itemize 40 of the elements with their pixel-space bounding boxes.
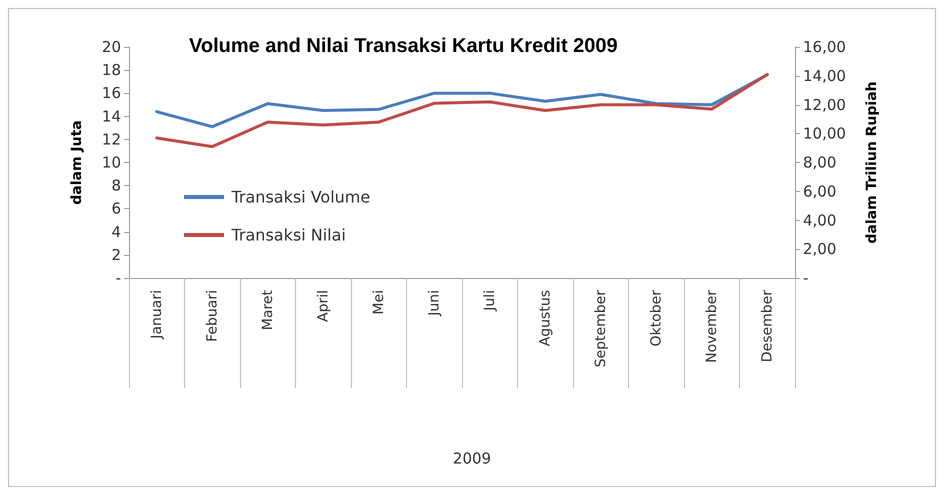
y-tick-label: 10	[102, 154, 121, 172]
line-series	[155, 73, 769, 128]
x-tick-label: September	[592, 290, 609, 368]
chart-title: Volume and Nilai Transaksi Kartu Kredit 2009	[189, 35, 618, 57]
y-tick-label: 14	[102, 107, 121, 126]
legend-label: Transaksi Volume	[230, 188, 370, 206]
y2-tick-label: 8,00	[803, 154, 836, 172]
y2-tick-label: 4,00	[803, 211, 836, 230]
y2-tick-label: 6,00	[803, 182, 836, 200]
y-tick-label: 4	[111, 222, 121, 241]
x-tick-label: Maret	[260, 290, 276, 330]
legend-label: Transaksi Nilai	[230, 226, 346, 244]
x-tick-label: April	[315, 290, 332, 322]
x-tick-label: Oktober	[648, 290, 664, 346]
y-tick-label: 6	[111, 200, 121, 218]
y2-tick-label: 16,00	[803, 38, 846, 56]
y2-tick-label: 2,00	[803, 240, 836, 258]
y2-tick-label: 12,00	[803, 96, 846, 114]
x-tick-label: Agustus	[537, 290, 554, 346]
y-tick-label: 20	[102, 38, 121, 56]
y-tick-label: 18	[102, 61, 121, 80]
y2-axis-title: dalam Triliun Rupiah	[864, 81, 880, 244]
y-tick-label: 2	[111, 246, 121, 264]
x-tick-label: Juni	[426, 290, 442, 317]
text: 2009	[452, 450, 492, 468]
y2-tick-label: -	[803, 269, 808, 287]
x-tick-label: Juli	[482, 290, 498, 312]
y-axis-title: dalam Juta	[69, 120, 85, 205]
y-tick-label: 16	[102, 84, 121, 102]
x-tick-label: Januari	[148, 290, 165, 340]
y2-tick-label: 10,00	[803, 124, 846, 143]
x-tick-label: Febuari	[204, 290, 220, 342]
x-tick-label: Mei	[370, 290, 387, 315]
x-tick-label: Desember	[759, 290, 776, 362]
y-tick-label: 8	[111, 176, 121, 195]
y2-tick-label: 14,00	[803, 66, 846, 85]
y-tick-label: 12	[102, 130, 121, 148]
x-tick-label: November	[704, 290, 720, 363]
y-tick-label: -	[116, 269, 121, 287]
line-series	[155, 72, 769, 148]
